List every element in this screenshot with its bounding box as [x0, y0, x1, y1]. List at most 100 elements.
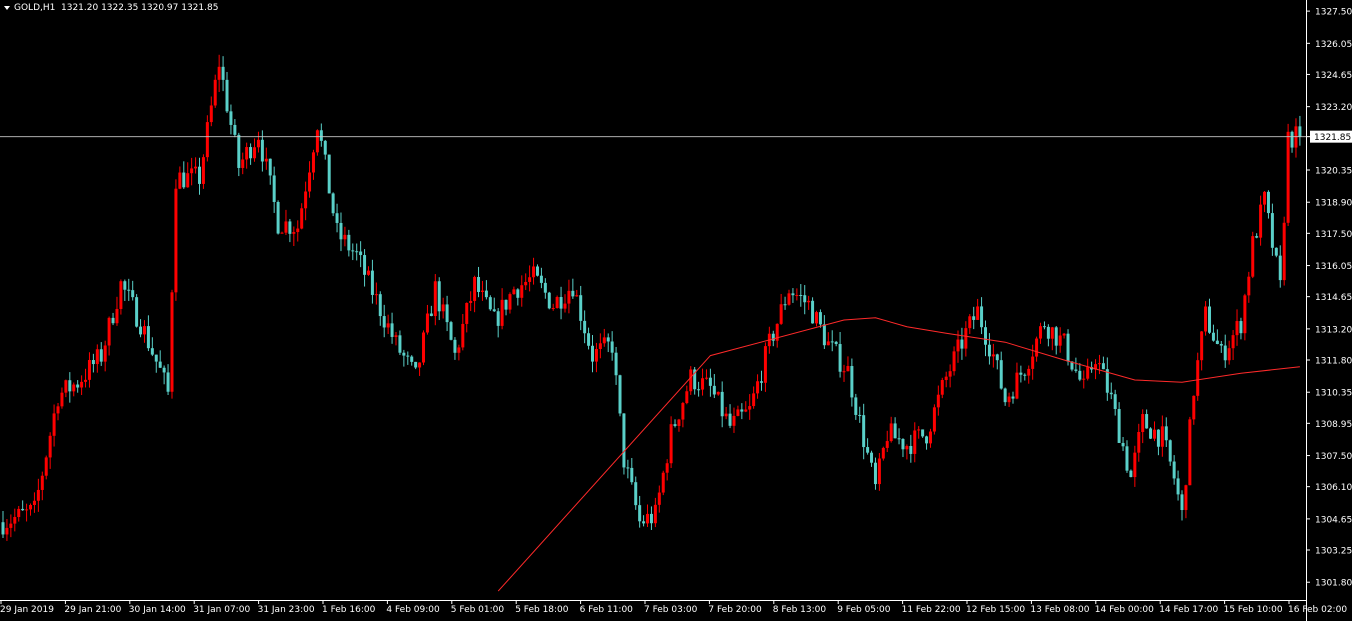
candle	[280, 231, 284, 234]
candle	[480, 280, 484, 301]
candle	[1113, 389, 1117, 416]
candle-body	[791, 293, 795, 296]
candle	[775, 323, 779, 348]
candle-body	[280, 232, 284, 234]
candle	[492, 297, 496, 312]
candle	[390, 312, 394, 344]
candle-body	[532, 266, 536, 278]
candle	[1282, 216, 1286, 286]
candle	[127, 278, 131, 301]
candle-body	[1117, 408, 1121, 443]
candle	[665, 459, 669, 481]
candle-body	[311, 152, 315, 173]
candle	[1050, 326, 1054, 351]
candle	[1290, 130, 1294, 153]
candle-body	[838, 344, 842, 372]
candle	[284, 209, 288, 236]
candle-body	[394, 335, 398, 337]
candle-body	[932, 407, 936, 432]
candle-body	[480, 290, 484, 292]
candle-body	[618, 375, 622, 414]
candle	[724, 406, 728, 420]
candle-body	[374, 294, 378, 296]
candle-body	[991, 354, 995, 357]
candle-body	[783, 304, 787, 306]
candle-body	[712, 385, 716, 395]
candle	[822, 315, 826, 349]
candle-body	[1007, 396, 1011, 403]
candle-body	[378, 294, 382, 317]
candle	[818, 309, 822, 328]
candle	[99, 342, 103, 366]
candle-body	[335, 213, 339, 223]
candle-body	[638, 505, 642, 522]
candle-body	[1160, 426, 1164, 447]
candle	[296, 220, 300, 242]
candle	[936, 385, 940, 416]
candle	[72, 382, 76, 397]
candle-body	[284, 221, 288, 233]
candle-body	[484, 290, 488, 298]
candle	[591, 335, 594, 373]
candle-body	[591, 345, 594, 362]
candle-body	[111, 317, 115, 324]
candle-body	[602, 337, 606, 344]
candle	[496, 308, 500, 338]
candle	[508, 292, 512, 314]
candle	[103, 340, 107, 372]
candle-body	[209, 105, 213, 123]
candle-body	[308, 172, 312, 192]
candle	[429, 305, 433, 317]
dropdown-triangle-icon[interactable]	[4, 6, 10, 10]
candle	[1082, 370, 1086, 389]
candle-body	[646, 513, 650, 524]
candle-body	[787, 293, 791, 305]
candle	[991, 343, 995, 368]
candle	[728, 404, 732, 429]
candle-body	[245, 147, 249, 160]
candle	[563, 294, 567, 313]
candle-body	[744, 409, 748, 412]
candle	[308, 161, 312, 198]
candle	[539, 267, 543, 289]
candle-body	[547, 292, 551, 309]
candle	[166, 364, 170, 395]
candle	[91, 353, 95, 373]
candle-body	[944, 376, 948, 381]
time-tick-label: 13 Feb 08:00	[1030, 605, 1089, 615]
candle-body	[123, 281, 127, 290]
candle	[712, 374, 716, 399]
candle	[779, 293, 783, 325]
candle	[1192, 395, 1196, 425]
candle	[1035, 336, 1039, 362]
candle	[170, 289, 174, 399]
candle-body	[182, 172, 186, 188]
candle	[315, 129, 319, 156]
time-tick-label: 5 Feb 01:00	[451, 605, 505, 615]
candle	[347, 229, 351, 257]
candle-body	[948, 371, 952, 377]
candle	[123, 279, 127, 301]
candle	[980, 297, 984, 335]
candle-body	[465, 302, 469, 324]
candle-body	[913, 430, 917, 454]
candle	[532, 257, 536, 285]
candle-body	[268, 158, 272, 176]
candle	[893, 417, 897, 439]
candle	[1204, 301, 1208, 336]
candle-body	[1070, 361, 1074, 370]
candle-body	[567, 290, 571, 304]
candle-body	[1231, 335, 1235, 349]
candle-body	[724, 413, 728, 417]
candle-body	[575, 295, 579, 297]
candle-body	[127, 289, 131, 291]
candle	[198, 157, 201, 195]
candle	[748, 394, 752, 420]
candle-body	[1031, 356, 1035, 369]
candle-body	[40, 475, 44, 490]
time-axis: 29 Jan 2019 29 Jan 21:00 30 Jan 14:00 31 Ja…	[0, 600, 1347, 615]
price-tick-label: 1304.65	[1315, 515, 1352, 525]
candle-body	[76, 384, 80, 388]
candle-body	[221, 66, 225, 80]
